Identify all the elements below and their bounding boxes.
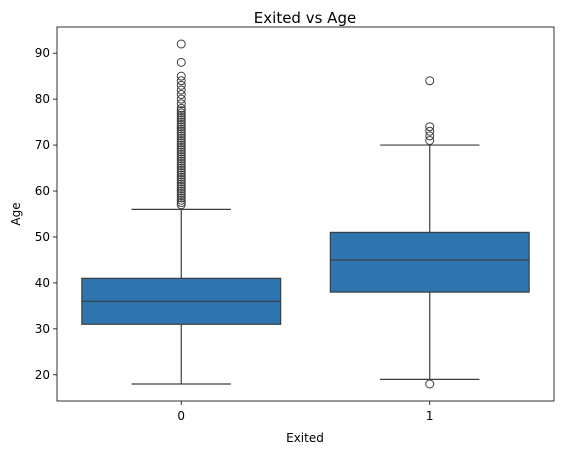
outlier-point — [176, 168, 186, 178]
outlier-point — [176, 172, 186, 182]
outlier-point — [176, 170, 186, 180]
outlier-point — [176, 195, 186, 205]
outlier-point — [176, 152, 186, 162]
outlier-point — [176, 85, 186, 95]
outlier-point — [176, 156, 186, 166]
outlier-point — [176, 113, 186, 123]
outlier-point — [176, 90, 186, 100]
outlier-point — [425, 131, 435, 141]
outlier-point — [176, 188, 186, 198]
outlier-point — [176, 117, 186, 127]
outlier-point — [425, 76, 435, 86]
x-tick-label: 0 — [177, 409, 185, 423]
y-tick-label: 80 — [35, 92, 50, 106]
outlier-point — [176, 145, 186, 155]
x-axis-label: Exited — [286, 431, 324, 445]
y-tick-label: 30 — [35, 322, 50, 336]
y-tick-label: 40 — [35, 276, 50, 290]
outlier-point — [176, 184, 186, 194]
outlier-point — [176, 179, 186, 189]
y-tick-label: 50 — [35, 230, 50, 244]
outlier-point — [176, 106, 186, 116]
outlier-point — [176, 138, 186, 148]
outlier-point — [176, 191, 186, 201]
outlier-point — [176, 147, 186, 157]
outlier-point — [176, 57, 186, 67]
outlier-point — [425, 126, 435, 136]
outlier-point — [176, 133, 186, 143]
outlier-point — [176, 126, 186, 136]
outlier-point — [176, 129, 186, 139]
outlier-point — [425, 135, 435, 145]
outlier-point — [176, 181, 186, 191]
outlier-point — [176, 158, 186, 168]
outlier-point — [176, 119, 186, 129]
outlier-point — [176, 39, 186, 49]
outlier-point — [176, 110, 186, 120]
outlier-point — [176, 165, 186, 175]
y-axis-label: Age — [9, 202, 23, 225]
outlier-point — [176, 142, 186, 152]
outlier-point — [176, 71, 186, 81]
outlier-point — [176, 115, 186, 125]
outlier-point — [176, 108, 186, 118]
plot-area-frame — [56, 26, 555, 402]
outlier-point — [176, 154, 186, 164]
outlier-point — [176, 99, 186, 109]
iqr-box — [329, 231, 530, 293]
outlier-point — [176, 131, 186, 141]
outlier-point — [176, 94, 186, 104]
outlier-point — [176, 161, 186, 171]
outlier-point — [176, 149, 186, 159]
y-tick-label: 70 — [35, 138, 50, 152]
outlier-point — [176, 124, 186, 134]
outlier-point — [176, 163, 186, 173]
outlier-point — [176, 175, 186, 185]
outlier-point — [425, 122, 435, 132]
x-tick-label: 1 — [426, 409, 434, 423]
outlier-point — [176, 122, 186, 132]
outlier-point — [176, 80, 186, 90]
outlier-point — [176, 198, 186, 208]
outlier-point — [176, 135, 186, 145]
y-tick-label: 90 — [35, 46, 50, 60]
outlier-point — [176, 103, 186, 113]
outlier-point — [176, 140, 186, 150]
outlier-point — [176, 76, 186, 86]
outlier-point — [176, 193, 186, 203]
y-tick-label: 60 — [35, 184, 50, 198]
y-tick-label: 20 — [35, 368, 50, 382]
outlier-point — [176, 186, 186, 196]
chart-title: Exited vs Age — [254, 9, 356, 27]
y-axis: 20 30 40 50 60 70 80 90 — [35, 46, 57, 382]
outlier-point — [425, 379, 435, 389]
outlier-point — [176, 177, 186, 187]
outlier-point — [176, 200, 186, 210]
boxes-layer — [81, 39, 530, 389]
